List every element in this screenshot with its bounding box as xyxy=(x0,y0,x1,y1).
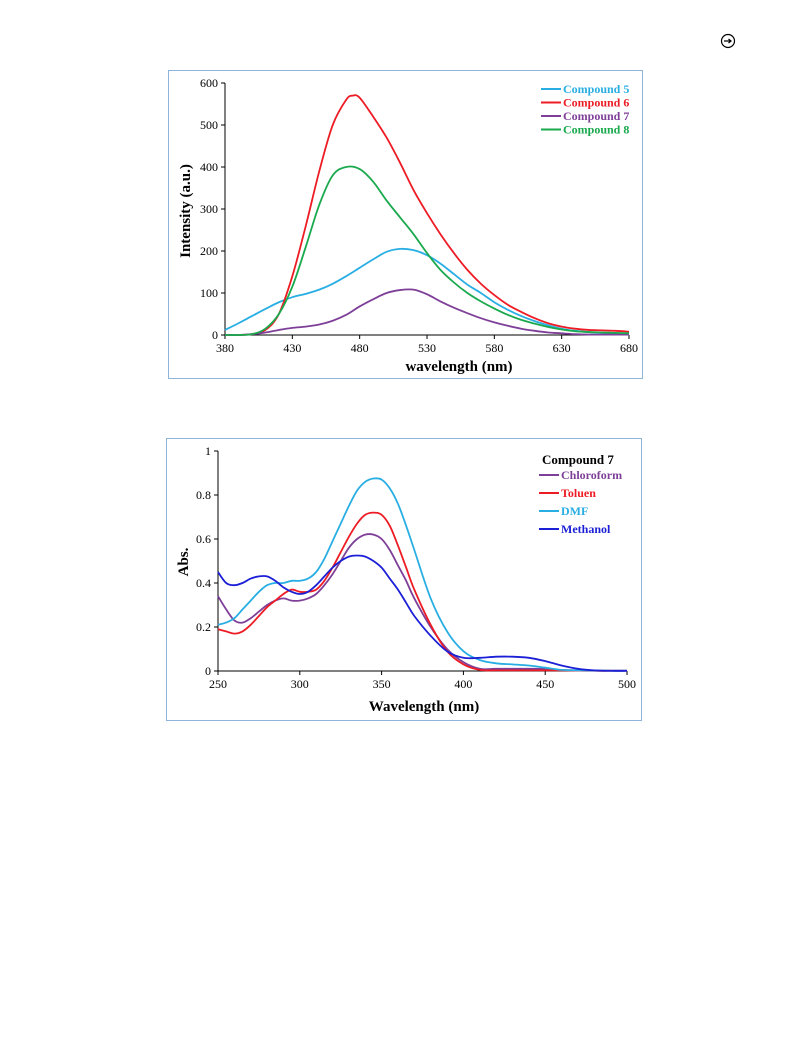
x-tick-label: 430 xyxy=(283,341,301,355)
y-tick-label: 0.6 xyxy=(196,532,211,546)
legend-entry: Compound 6 xyxy=(563,96,629,110)
y-tick-label: 100 xyxy=(200,286,218,300)
absorbance-chart-svg: 250 300 350 400 450 500 0 0.2 0.4 0.6 0.8 1 Chlorof… xyxy=(176,444,636,715)
y-tick-label: 400 xyxy=(200,160,218,174)
x-tick-label: 580 xyxy=(485,341,503,355)
legend-entry: Toluen xyxy=(561,486,596,500)
y-tick-label: 200 xyxy=(200,244,218,258)
series-line-3 xyxy=(224,288,629,336)
series-line-4 xyxy=(224,165,630,336)
legend-entry: Compound 7 xyxy=(563,109,629,123)
legend-entry: Compound 5 xyxy=(563,82,629,96)
legend-entry: Compound 8 xyxy=(563,123,629,137)
y-tick-label: 500 xyxy=(200,118,218,132)
y-tick-label: 0.2 xyxy=(196,620,211,634)
series-line-1 xyxy=(224,247,630,335)
y-tick-label: 0 xyxy=(212,328,218,342)
x-tick-label: 450 xyxy=(536,677,554,691)
y-tick-label: 0 xyxy=(205,664,211,678)
x-tick-label: 380 xyxy=(216,341,234,355)
series-line-2 xyxy=(217,511,627,672)
y-tick-label: 0.4 xyxy=(196,576,211,590)
absorbance-series xyxy=(217,477,628,672)
y-tick-label: 600 xyxy=(200,76,218,90)
emission-y-axis-label: Intensity (a.u.) xyxy=(178,164,194,258)
series-line-2 xyxy=(224,94,630,336)
x-tick-label: 630 xyxy=(553,341,571,355)
series-line-3 xyxy=(217,477,628,672)
absorbance-axes: 250 300 350 400 450 500 0 0.2 0.4 0.6 0.8 1 xyxy=(196,444,636,691)
y-tick-label: 300 xyxy=(200,202,218,216)
x-tick-label: 480 xyxy=(351,341,369,355)
x-tick-label: 530 xyxy=(418,341,436,355)
x-tick-label: 500 xyxy=(618,677,636,691)
absorbance-legend: Chloroform Toluen DMF Methanol xyxy=(539,468,622,536)
series-line-4 xyxy=(217,554,628,672)
legend-entry: Chloroform xyxy=(561,468,622,482)
absorbance-x-axis-label: Wavelength (nm) xyxy=(369,699,479,715)
absorbance-legend-title: Compound 7 xyxy=(542,452,614,467)
emission-chart: 380 430 480 530 580 630 680 0 100 200 300 400 500 600… xyxy=(168,70,643,379)
emission-chart-svg: 380 430 480 530 580 630 680 0 100 200 300 400 500 600… xyxy=(178,76,638,375)
y-tick-label: 0.8 xyxy=(196,488,211,502)
circle-arrow-icon xyxy=(720,33,736,49)
series-line-1 xyxy=(217,533,628,672)
emission-x-axis-label: wavelength (nm) xyxy=(405,359,512,375)
x-tick-label: 250 xyxy=(209,677,227,691)
legend-entry: DMF xyxy=(561,504,588,518)
y-tick-label: 1 xyxy=(205,444,211,458)
x-tick-label: 300 xyxy=(291,677,309,691)
absorbance-y-axis-label: Abs. xyxy=(176,547,192,576)
legend-entry: Methanol xyxy=(561,522,611,536)
x-tick-label: 680 xyxy=(620,341,638,355)
emission-axes: 380 430 480 530 580 630 680 0 100 200 300 400 500 600 xyxy=(200,76,638,355)
x-tick-label: 400 xyxy=(454,677,472,691)
emission-series xyxy=(224,94,630,336)
x-tick-label: 350 xyxy=(373,677,391,691)
absorbance-chart: 250 300 350 400 450 500 0 0.2 0.4 0.6 0.8 1 Chlorof… xyxy=(166,438,642,721)
